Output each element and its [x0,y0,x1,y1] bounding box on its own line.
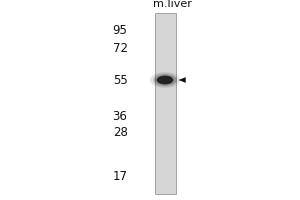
Text: 17: 17 [112,170,128,184]
Ellipse shape [157,76,173,84]
Text: 72: 72 [112,43,128,55]
Ellipse shape [153,74,177,86]
Text: 55: 55 [113,73,128,86]
Bar [154,13,176,194]
Polygon shape [178,77,186,83]
Text: 36: 36 [112,110,128,123]
Ellipse shape [150,72,180,88]
Text: 28: 28 [112,127,128,140]
Text: 95: 95 [112,24,128,38]
Text: m.liver: m.liver [153,0,192,9]
